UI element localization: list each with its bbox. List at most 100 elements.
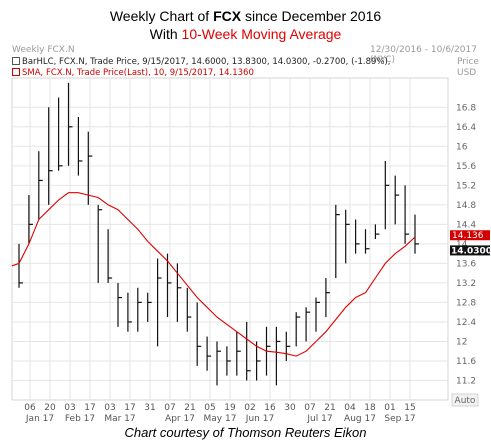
legend-barhlc: BarHLC, FCX.N, Trade Price, 9/15/2017, 1… [12, 57, 391, 67]
price-bar [355, 219, 360, 254]
x-tick-month: Sep 17 [384, 414, 415, 424]
x-tick-month: Aug 17 [344, 414, 376, 424]
chart-title-line2: With 10-Week Moving Average [149, 26, 342, 42]
price-bar [246, 321, 251, 381]
price-bar [87, 131, 93, 205]
price-bar [216, 341, 221, 386]
x-tick-day: 06 [24, 403, 36, 413]
auto-scale-label: Auto [455, 396, 476, 406]
y-axis-ticks: 11.2 11.6 12 12.4 12.8 13.2 13.6 14 14.4 14.8 15.2… [456, 103, 476, 386]
x-tick-day: 21 [324, 403, 335, 413]
x-tick-day: 07 [304, 403, 315, 413]
x-tick-day: 07 [164, 403, 175, 413]
price-bar [305, 307, 311, 342]
x-tick-day: 31 [144, 403, 155, 413]
y-tick-label: 11.2 [456, 376, 476, 386]
legend-barhlc-swatch [12, 57, 20, 65]
x-tick-day: 30 [284, 403, 296, 413]
price-bar [196, 302, 202, 366]
legend-sma-swatch [12, 68, 20, 76]
sma-price-tag [450, 230, 490, 241]
x-tick-day: 02 [244, 403, 255, 413]
price-tags: 14.136 14.0300 [450, 230, 491, 256]
x-tick-day: 21 [184, 403, 195, 413]
sma-line [11, 192, 416, 357]
price-bar [97, 204, 103, 283]
x-tick-month: Jun 17 [245, 414, 274, 424]
price-bar [18, 243, 23, 288]
price-bar [77, 117, 83, 176]
price-bar [345, 209, 350, 264]
price-bar [374, 224, 380, 239]
price-bar [325, 278, 330, 318]
price-bar [364, 229, 370, 254]
x-tick-day: 20 [44, 403, 56, 413]
y-tick-label: 16.4 [456, 123, 476, 133]
price-axis-title: Price [457, 57, 479, 67]
y-tick-label: 15.2 [456, 181, 476, 191]
price-bar [236, 331, 241, 376]
price-bar [315, 297, 320, 332]
price-bar [67, 82, 73, 166]
sma-price-tag-text: 14.136 [452, 231, 484, 241]
y-tick-label: 13.2 [456, 279, 476, 289]
chart-credit: Chart courtesy of Thomson Reuters Eikon [124, 425, 367, 440]
y-tick-label: 11.6 [456, 357, 476, 367]
x-tick-day: 01 [384, 403, 395, 413]
y-tick-label: 16 [456, 142, 468, 152]
price-bar [335, 204, 340, 279]
x-tick-day: 05 [204, 403, 215, 413]
chart-name: Weekly FCX.N [12, 45, 75, 55]
x-tick-day: 03 [64, 403, 75, 413]
price-bar [48, 107, 53, 205]
x-tick-day: 03 [104, 403, 115, 413]
price-bar [157, 258, 162, 347]
x-tick-day: 19 [224, 403, 236, 413]
price-bar [137, 287, 142, 332]
price-bar [166, 253, 172, 318]
price-bar [414, 214, 419, 254]
price-bar [394, 175, 400, 225]
price-bar [256, 341, 261, 381]
x-tick-month: Feb 17 [65, 414, 95, 424]
x-tick-day: 18 [364, 403, 376, 413]
auto-scale-button[interactable] [451, 393, 479, 407]
legend-sma: SMA, FCX.N, Trade Price(Last), 10, 9/15/… [12, 68, 254, 78]
close-price-tag [450, 245, 490, 256]
currency-label: USD [457, 68, 477, 78]
y-tick-label: 14 [456, 240, 468, 250]
y-tick-label: 12.4 [456, 318, 476, 328]
price-bar [117, 282, 122, 327]
close-price-tag-text: 14.0300 [451, 246, 491, 256]
y-tick-label: 13.6 [456, 259, 476, 269]
x-tick-day: 04 [344, 403, 356, 413]
price-bar [275, 326, 281, 386]
x-tick-month: Mar 17 [104, 414, 135, 424]
x-tick-month: Jul 17 [306, 414, 332, 424]
price-bar [186, 287, 192, 332]
price-bar [206, 336, 212, 371]
y-tick-label: 14.8 [456, 201, 476, 211]
price-bar [404, 185, 410, 244]
price-bar [226, 346, 231, 376]
y-tick-label: 12.8 [456, 298, 476, 308]
price-bar [147, 292, 152, 322]
x-tick-day: 17 [124, 403, 135, 413]
price-bar [384, 160, 390, 230]
grid [11, 77, 449, 401]
y-tick-label: 12 [456, 337, 467, 347]
price-bar [57, 97, 63, 171]
y-tick-label: 16.8 [456, 103, 476, 113]
y-tick-label: 14.4 [456, 220, 476, 230]
price-bar [127, 292, 132, 332]
chart-title-line1: Weekly Chart of FCX since December 2016 [109, 8, 382, 24]
x-tick-month: May 17 [204, 414, 237, 424]
y-tick-label: 15.6 [456, 162, 476, 172]
price-bar [285, 331, 291, 361]
x-tick-month: Jan 17 [25, 414, 54, 424]
price-bar [295, 312, 301, 347]
price-bar [28, 195, 33, 244]
x-tick-day: 17 [84, 403, 95, 413]
